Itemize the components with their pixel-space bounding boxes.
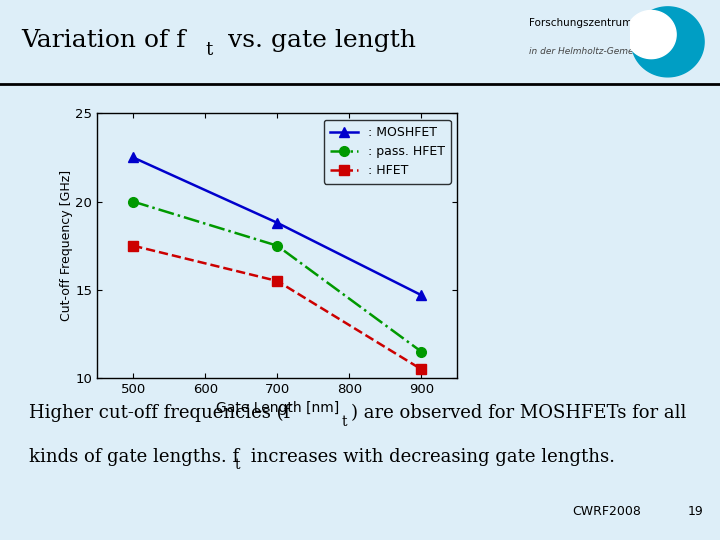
Text: Higher cut-off frequencies (f: Higher cut-off frequencies (f xyxy=(29,404,290,422)
: pass. HFET: (700, 17.5): pass. HFET: (700, 17.5) xyxy=(273,242,282,249)
Text: t: t xyxy=(235,458,240,472)
Text: increases with decreasing gate lengths.: increases with decreasing gate lengths. xyxy=(245,448,615,465)
Polygon shape xyxy=(631,7,704,77)
X-axis label: Gate Length [nm]: Gate Length [nm] xyxy=(215,401,339,415)
Text: kinds of gate lengths. f: kinds of gate lengths. f xyxy=(29,448,239,465)
: HFET: (500, 17.5): HFET: (500, 17.5) xyxy=(129,242,138,249)
Line: : HFET: : HFET xyxy=(128,241,426,374)
Text: vs. gate length: vs. gate length xyxy=(220,29,416,52)
Line: : MOSHFET: : MOSHFET xyxy=(128,153,426,300)
Text: t: t xyxy=(341,415,347,429)
: pass. HFET: (500, 20): pass. HFET: (500, 20) xyxy=(129,198,138,205)
Text: Forschungszentrum Jülich: Forschungszentrum Jülich xyxy=(529,18,664,29)
: MOSHFET: (700, 18.8): MOSHFET: (700, 18.8) xyxy=(273,220,282,226)
: pass. HFET: (900, 11.5): pass. HFET: (900, 11.5) xyxy=(417,348,426,355)
Text: t: t xyxy=(205,41,212,59)
Y-axis label: Cut-off Frequency [GHz]: Cut-off Frequency [GHz] xyxy=(60,170,73,321)
: MOSHFET: (500, 22.5): MOSHFET: (500, 22.5) xyxy=(129,154,138,161)
Line: : pass. HFET: : pass. HFET xyxy=(128,197,426,356)
: MOSHFET: (900, 14.7): MOSHFET: (900, 14.7) xyxy=(417,292,426,298)
Text: CWRF2008: CWRF2008 xyxy=(572,505,642,518)
: HFET: (700, 15.5): HFET: (700, 15.5) xyxy=(273,278,282,284)
Text: ) are observed for MOSHFETs for all: ) are observed for MOSHFETs for all xyxy=(351,404,687,422)
Text: 19: 19 xyxy=(688,505,703,518)
Legend: : MOSHFET, : pass. HFET, : HFET: : MOSHFET, : pass. HFET, : HFET xyxy=(324,120,451,184)
: HFET: (900, 10.5): HFET: (900, 10.5) xyxy=(417,366,426,373)
Text: in der Helmholtz-Gemeinschaft: in der Helmholtz-Gemeinschaft xyxy=(529,48,670,56)
Polygon shape xyxy=(626,10,676,59)
Text: Variation of f: Variation of f xyxy=(22,29,186,52)
